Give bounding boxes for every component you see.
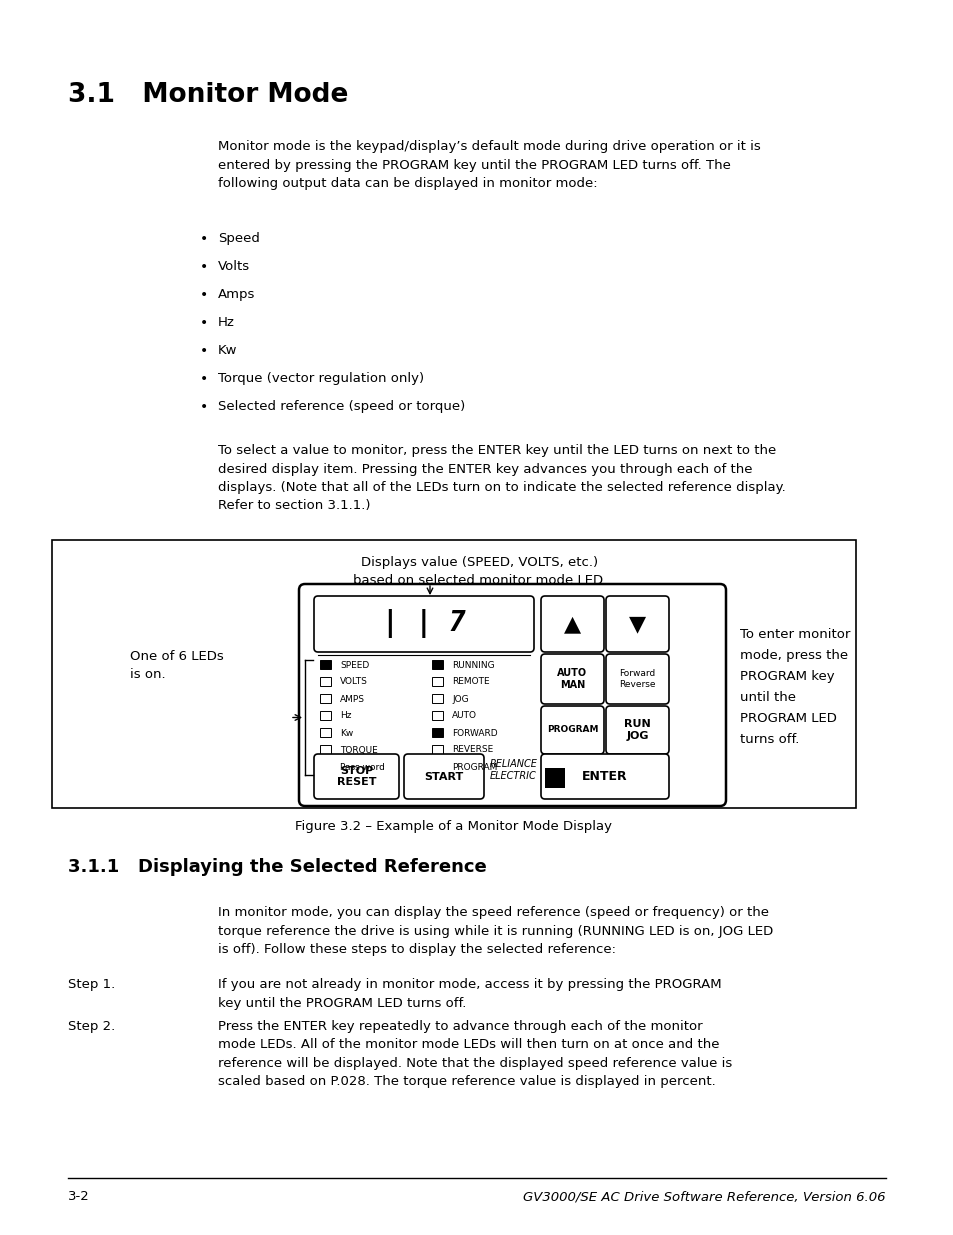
Text: ENTER: ENTER [581,769,627,783]
FancyBboxPatch shape [540,655,603,704]
Text: PROGRAM key: PROGRAM key [740,671,834,683]
Bar [432,677,442,685]
FancyBboxPatch shape [403,755,483,799]
Bar [52,540,855,808]
Bar [432,727,442,737]
Text: ▼: ▼ [628,614,645,634]
Text: TORQUE: TORQUE [339,746,377,755]
Text: Volts: Volts [218,261,250,273]
Text: •: • [200,345,208,358]
Text: mode, press the: mode, press the [740,650,847,662]
Text: | | 7: | | 7 [382,610,465,638]
Text: 3-2: 3-2 [68,1191,90,1203]
Text: Kw: Kw [339,729,353,737]
Bar [432,745,442,755]
Bar [319,659,331,669]
Text: Speed: Speed [218,232,259,245]
Text: Figure 3.2 – Example of a Monitor Mode Display: Figure 3.2 – Example of a Monitor Mode D… [295,820,612,832]
Text: Torque (vector regulation only): Torque (vector regulation only) [218,372,424,385]
Text: AUTO
MAN: AUTO MAN [557,668,587,690]
Text: Step 2.: Step 2. [68,1020,115,1032]
Text: •: • [200,232,208,246]
Text: AUTO: AUTO [452,711,476,720]
Text: REMOTE: REMOTE [452,678,489,687]
Text: GV3000/SE AC Drive Software Reference, Version 6.06: GV3000/SE AC Drive Software Reference, V… [523,1191,885,1203]
Text: Press the ENTER key repeatedly to advance through each of the monitor
mode LEDs.: Press the ENTER key repeatedly to advanc… [218,1020,732,1088]
Text: •: • [200,288,208,303]
Text: VOLTS: VOLTS [339,678,368,687]
FancyBboxPatch shape [314,755,398,799]
Bar [432,694,442,703]
FancyBboxPatch shape [605,655,668,704]
Bar [319,711,331,720]
Text: STOP
RESET: STOP RESET [336,766,375,787]
Text: JOG: JOG [452,694,468,704]
Text: based on selected monitor mode LED.: based on selected monitor mode LED. [353,574,606,587]
Text: Pass word: Pass word [339,762,384,772]
Text: RUN
JOG: RUN JOG [623,719,650,741]
Text: Hz: Hz [339,711,351,720]
Text: until the: until the [740,692,795,704]
Text: •: • [200,372,208,387]
Text: RUNNING: RUNNING [452,661,494,669]
FancyBboxPatch shape [605,706,668,755]
Text: turns off.: turns off. [740,734,799,746]
Bar [432,711,442,720]
Text: Hz: Hz [218,316,234,329]
Text: PROGRAM: PROGRAM [546,725,598,735]
Text: FORWARD: FORWARD [452,729,497,737]
Text: PROGRAM: PROGRAM [452,762,497,772]
Text: Monitor mode is the keypad/display’s default mode during drive operation or it i: Monitor mode is the keypad/display’s def… [218,140,760,190]
Text: In monitor mode, you can display the speed reference (speed or frequency) or the: In monitor mode, you can display the spe… [218,906,773,956]
Text: •: • [200,261,208,274]
Bar [319,727,331,737]
Bar [544,768,564,788]
Bar [432,762,442,771]
Text: Amps: Amps [218,288,255,301]
Text: 3.1   Monitor Mode: 3.1 Monitor Mode [68,82,348,107]
Text: If you are not already in monitor mode, access it by pressing the PROGRAM
key un: If you are not already in monitor mode, … [218,978,720,1009]
Text: Displays value (SPEED, VOLTS, etc.): Displays value (SPEED, VOLTS, etc.) [361,556,598,569]
Text: AMPS: AMPS [339,694,365,704]
Text: PROGRAM LED: PROGRAM LED [740,713,836,725]
FancyBboxPatch shape [298,584,725,806]
Text: START: START [424,772,463,782]
Bar [319,745,331,755]
FancyBboxPatch shape [540,755,668,799]
Text: 3.1.1   Displaying the Selected Reference: 3.1.1 Displaying the Selected Reference [68,858,486,876]
Text: •: • [200,316,208,330]
Text: SPEED: SPEED [339,661,369,669]
Text: Forward
Reverse: Forward Reverse [618,669,655,689]
Text: ▲: ▲ [563,614,580,634]
Text: Kw: Kw [218,345,237,357]
Text: To enter monitor: To enter monitor [740,629,849,641]
Bar [319,677,331,685]
FancyBboxPatch shape [540,706,603,755]
Text: Step 1.: Step 1. [68,978,115,990]
Text: One of 6 LEDs
is on.: One of 6 LEDs is on. [130,650,224,682]
Text: •: • [200,400,208,414]
Bar [432,659,442,669]
FancyBboxPatch shape [314,597,534,652]
Bar [319,694,331,703]
FancyBboxPatch shape [540,597,603,652]
Text: REVERSE: REVERSE [452,746,493,755]
FancyBboxPatch shape [605,597,668,652]
Text: To select a value to monitor, press the ENTER key until the LED turns on next to: To select a value to monitor, press the … [218,445,785,513]
Text: RELIANCE
ELECTRIC: RELIANCE ELECTRIC [490,758,537,782]
Bar [319,762,331,771]
Text: Selected reference (speed or torque): Selected reference (speed or torque) [218,400,465,412]
